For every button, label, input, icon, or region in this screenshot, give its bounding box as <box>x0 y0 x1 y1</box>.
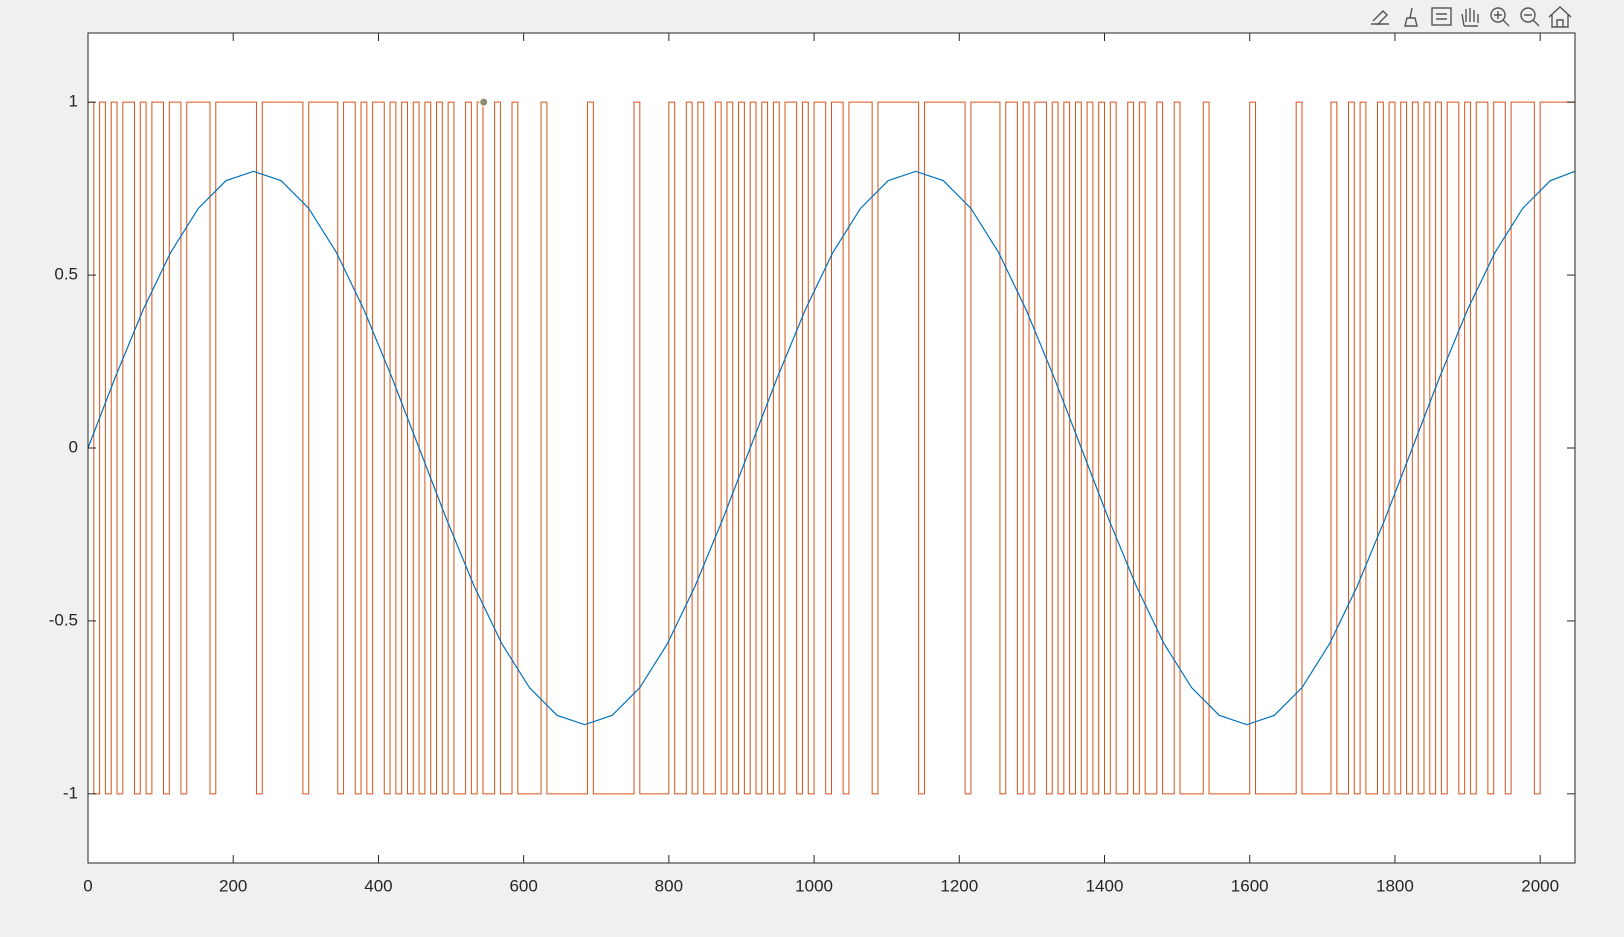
x-tick-label: 1400 <box>1086 876 1124 895</box>
legend-tool[interactable] <box>1431 7 1452 26</box>
y-tick-label: 0.5 <box>54 265 78 284</box>
x-tick-label: 0 <box>83 876 92 895</box>
edit-tool[interactable] <box>1371 10 1389 26</box>
x-tick-label: 1800 <box>1376 876 1414 895</box>
x-tick-label: 800 <box>655 876 683 895</box>
datatip-marker <box>479 97 489 107</box>
square-wave-line <box>88 101 1575 795</box>
y-tick-label: -1 <box>63 783 78 802</box>
x-tick-label: 1200 <box>940 876 978 895</box>
x-tick-label: 2000 <box>1521 876 1559 895</box>
sine-line <box>87 170 1576 726</box>
x-tick-label: 1600 <box>1231 876 1269 895</box>
x-tick-label: 1000 <box>795 876 833 895</box>
zoom-in-tool[interactable] <box>1490 7 1510 27</box>
x-tick-label: 600 <box>509 876 537 895</box>
y-tick-label: -0.5 <box>49 610 78 629</box>
pan-tool[interactable] <box>1461 8 1479 27</box>
plot-area <box>87 97 1576 795</box>
toolbar <box>1371 6 1572 28</box>
zoom-out-tool[interactable] <box>1520 7 1540 27</box>
x-tick-label: 400 <box>364 876 392 895</box>
x-tick-label: 200 <box>219 876 247 895</box>
home-tool[interactable] <box>1548 6 1572 28</box>
brush-tool[interactable] <box>1404 7 1418 27</box>
y-tick-label: 1 <box>69 92 78 111</box>
y-tick-label: 0 <box>69 437 78 456</box>
